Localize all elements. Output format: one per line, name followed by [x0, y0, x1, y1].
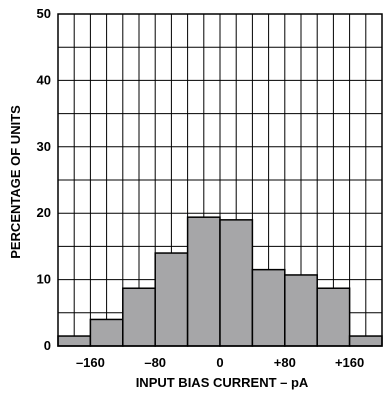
y-axis-title: PERCENTAGE OF UNITS: [8, 105, 23, 259]
y-tick-label: 10: [37, 272, 51, 287]
y-tick-label: 20: [37, 205, 51, 220]
y-tick-label: 30: [37, 139, 51, 154]
histogram-bar: [251, 268, 286, 347]
x-axis-title: INPUT BIAS CURRENT – pA: [136, 375, 309, 390]
y-tick-labels: 0 10 20 30 40 50: [37, 6, 51, 353]
histogram-bar: [316, 287, 351, 347]
histogram-bar: [89, 318, 124, 347]
histogram-bar: [122, 287, 156, 347]
histogram-bar: [154, 252, 189, 347]
histogram-bar: [219, 219, 254, 347]
x-tick-labels: –160 –80 0 +80 +160: [76, 355, 364, 370]
histogram-bar: [284, 274, 318, 347]
plot-frame: [57, 13, 383, 347]
histogram-bar: [348, 335, 383, 347]
y-tick-label: 50: [37, 6, 51, 21]
y-tick-label: 40: [37, 72, 51, 87]
histogram-bar: [57, 335, 92, 347]
x-tick-label: +80: [274, 355, 296, 370]
x-tick-label: 0: [216, 355, 223, 370]
histogram-bars: [57, 216, 383, 347]
histogram-bar: [186, 216, 221, 347]
x-tick-label: –80: [144, 355, 166, 370]
x-tick-label: –160: [76, 355, 105, 370]
x-tick-label: +160: [335, 355, 364, 370]
y-tick-label: 0: [44, 338, 51, 353]
